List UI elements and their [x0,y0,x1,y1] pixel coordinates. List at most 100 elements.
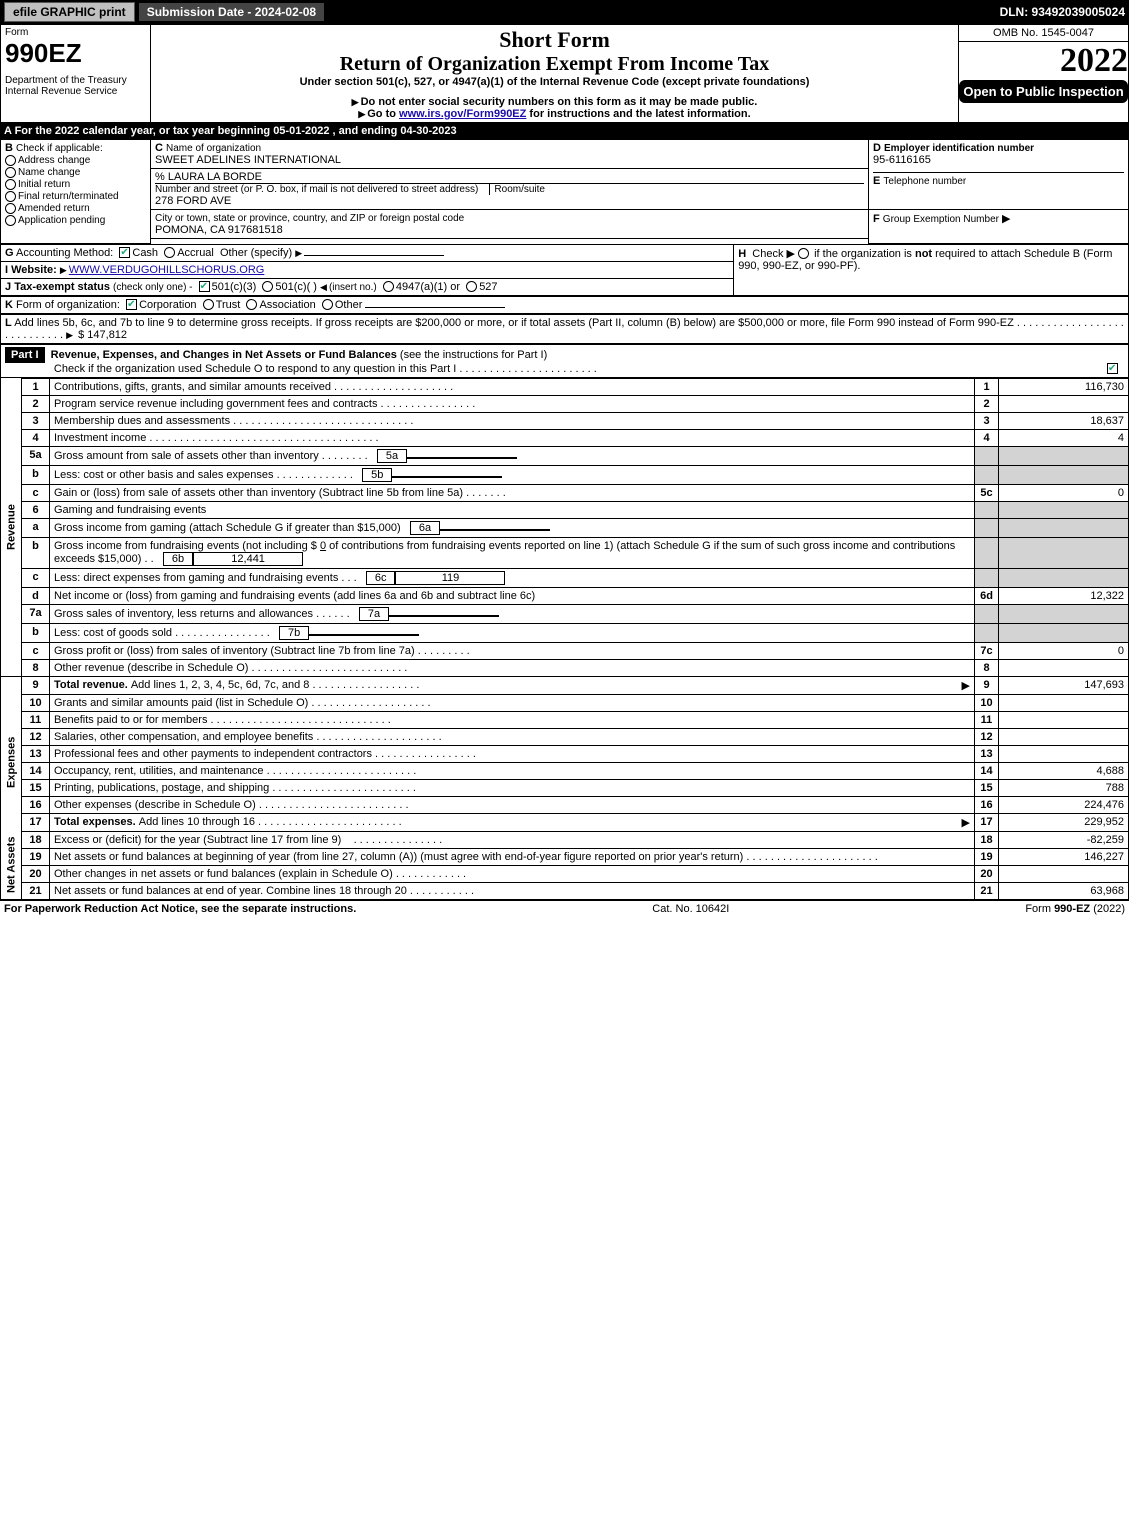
line-21-text: Net assets or fund balances at end of ye… [50,882,975,899]
section-b-cell: B Check if applicable: Address change Na… [1,140,151,244]
line-12-box: 12 [975,728,999,745]
k-assoc-radio[interactable] [246,299,257,310]
line-6-no: 6 [22,501,50,518]
initial-return-label: Initial return [18,179,70,190]
efile-print-button[interactable]: efile GRAPHIC print [4,2,135,22]
schedule-b-radio[interactable] [798,248,809,259]
line-18-no: 18 [22,831,50,848]
line-6a-text: Gross income from gaming (attach Schedul… [50,518,975,537]
line-16-value: 224,476 [999,796,1129,813]
final-return-label: Final return/terminated [18,191,119,202]
line-7c-box: 7c [975,642,999,659]
j-4947-radio[interactable] [383,281,394,292]
line-18-text: Excess or (deficit) for the year (Subtra… [50,831,975,848]
line-18-value: -82,259 [999,831,1129,848]
street-address: 278 FORD AVE [155,195,231,207]
j-501c-radio[interactable] [262,281,273,292]
website-link[interactable]: WWW.VERDUGOHILLSCHORUS.ORG [69,264,265,276]
line-5b-text: Less: cost or other basis and sales expe… [50,465,975,484]
line-6d-text: Net income or (loss) from gaming and fun… [50,587,975,604]
line-19-no: 19 [22,848,50,865]
line-13-value [999,745,1129,762]
line-7c-value: 0 [999,642,1129,659]
line-14-box: 14 [975,762,999,779]
line-7c-text: Gross profit or (loss) from sales of inv… [50,642,975,659]
line-13-no: 13 [22,745,50,762]
care-of: % LAURA LA BORDE [155,171,262,183]
j-501c3-check[interactable] [199,281,210,292]
line-14-no: 14 [22,762,50,779]
line-6d-no: d [22,587,50,604]
accrual-radio[interactable] [164,247,175,258]
k-other-radio[interactable] [322,299,333,310]
line-4-text: Investment income . . . . . . . . . . . … [50,429,975,446]
line-2-text: Program service revenue including govern… [50,395,975,412]
line-21-value: 63,968 [999,882,1129,899]
j-527-radio[interactable] [466,281,477,292]
g-h-table: G Accounting Method: Cash Accrual Other … [0,244,1129,296]
line-11-text: Benefits paid to or for members . . . . … [50,711,975,728]
section-l-cell: L Add lines 5b, 6c, and 7b to line 9 to … [1,314,1129,343]
initial-return-radio[interactable] [5,179,16,190]
k-trust-radio[interactable] [203,299,214,310]
line-1-text: Contributions, gifts, grants, and simila… [50,378,975,395]
line-7c-no: c [22,642,50,659]
final-return-radio[interactable] [5,191,16,202]
dept-treasury: Department of the Treasury [5,75,146,86]
line-7a-text: Gross sales of inventory, less returns a… [50,604,975,623]
line-7b-no: b [22,623,50,642]
open-public-badge: Open to Public Inspection [959,80,1128,103]
footer-catno: Cat. No. 10642I [652,903,729,915]
line-17-value: 229,952 [999,813,1129,831]
line-11-value [999,711,1129,728]
line-6b-no: b [22,537,50,568]
line-16-box: 16 [975,796,999,813]
line-17-no: 17 [22,813,50,831]
irs-link[interactable]: www.irs.gov/Form990EZ [399,108,526,120]
line-2-box: 2 [975,395,999,412]
line-19-value: 146,227 [999,848,1129,865]
line-19-box: 19 [975,848,999,865]
submission-date: Submission Date - 2024-02-08 [139,3,324,21]
line-10-text: Grants and similar amounts paid (list in… [50,694,975,711]
amended-return-radio[interactable] [5,203,16,214]
tax-year: 2022 [959,42,1128,80]
k-corp-check[interactable] [126,299,137,310]
line-8-no: 8 [22,659,50,676]
line-20-value [999,865,1129,882]
section-k-cell: K Form of organization: Corporation Trus… [1,296,1129,313]
part1-schedule-o-check[interactable] [1107,363,1118,374]
line-5c-no: c [22,484,50,501]
line-13-text: Professional fees and other payments to … [50,745,975,762]
line-1-box: 1 [975,378,999,395]
amended-return-label: Amended return [18,203,90,214]
section-c-street-cell: % LAURA LA BORDE Number and street (or P… [151,169,869,210]
gross-receipts-amount: $ 147,812 [78,329,127,341]
line-4-box: 4 [975,429,999,446]
address-change-radio[interactable] [5,155,16,166]
line-2-no: 2 [22,395,50,412]
line-8-value [999,659,1129,676]
right-header-cell: OMB No. 1545-0047 2022 Open to Public In… [959,25,1129,123]
application-pending-radio[interactable] [5,215,16,226]
line-6d-box: 6d [975,587,999,604]
line-10-value [999,694,1129,711]
line-6c-text: Less: direct expenses from gaming and fu… [50,568,975,587]
line-6d-value: 12,322 [999,587,1129,604]
name-change-radio[interactable] [5,167,16,178]
form-id-cell: Form 990EZ Department of the Treasury In… [1,25,151,123]
line-17-text: Total expenses. Add lines 10 through 16 … [50,813,975,831]
line-1-no: 1 [22,378,50,395]
line-20-box: 20 [975,865,999,882]
line-14-value: 4,688 [999,762,1129,779]
application-pending-label: Application pending [18,215,105,226]
lines-table: Revenue 1 Contributions, gifts, grants, … [0,378,1129,900]
main-title: Return of Organization Exempt From Incom… [155,53,954,76]
city-state-zip: POMONA, CA 917681518 [155,224,283,236]
line-15-box: 15 [975,779,999,796]
org-name: SWEET ADELINES INTERNATIONAL [155,154,341,166]
line-8-text: Other revenue (describe in Schedule O) .… [50,659,975,676]
section-g-cell: G Accounting Method: Cash Accrual Other … [1,244,734,261]
cash-check[interactable] [119,247,130,258]
line-15-value: 788 [999,779,1129,796]
